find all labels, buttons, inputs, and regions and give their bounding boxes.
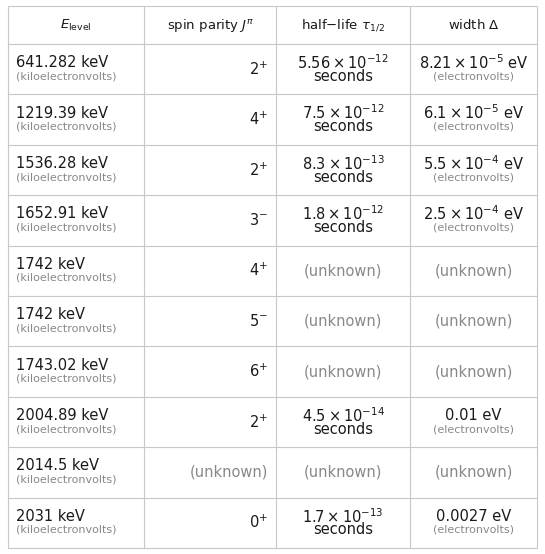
Text: (unknown): (unknown): [434, 465, 513, 480]
Text: seconds: seconds: [313, 522, 373, 537]
Text: 4$^{+}$: 4$^{+}$: [249, 111, 268, 128]
Text: (kiloelectronvolts): (kiloelectronvolts): [16, 273, 117, 283]
Text: $4.5\times10^{-14}$: $4.5\times10^{-14}$: [301, 406, 384, 425]
Text: (electronvolts): (electronvolts): [433, 172, 514, 182]
Text: (unknown): (unknown): [304, 263, 382, 278]
Text: 2$^{+}$: 2$^{+}$: [249, 161, 268, 178]
Text: seconds: seconds: [313, 119, 373, 134]
Text: (kiloelectronvolts): (kiloelectronvolts): [16, 424, 117, 434]
Text: width $\Delta$: width $\Delta$: [447, 18, 499, 32]
Text: 1742 keV: 1742 keV: [16, 257, 85, 272]
Text: (electronvolts): (electronvolts): [433, 121, 514, 132]
Text: $6.1\times10^{-5}$ eV: $6.1\times10^{-5}$ eV: [423, 104, 524, 122]
Text: 2031 keV: 2031 keV: [16, 509, 85, 524]
Text: seconds: seconds: [313, 170, 373, 184]
Text: 0$^{+}$: 0$^{+}$: [249, 514, 268, 531]
Text: $1.7\times10^{-13}$: $1.7\times10^{-13}$: [302, 507, 384, 526]
Text: (kiloelectronvolts): (kiloelectronvolts): [16, 474, 117, 484]
Text: (kiloelectronvolts): (kiloelectronvolts): [16, 172, 117, 182]
Text: 2014.5 keV: 2014.5 keV: [16, 458, 99, 474]
Text: 1743.02 keV: 1743.02 keV: [16, 357, 108, 373]
Text: seconds: seconds: [313, 422, 373, 437]
Text: 5$^{-}$: 5$^{-}$: [249, 313, 268, 329]
Text: (kiloelectronvolts): (kiloelectronvolts): [16, 323, 117, 333]
Text: 1742 keV: 1742 keV: [16, 307, 85, 322]
Text: 2004.89 keV: 2004.89 keV: [16, 408, 108, 423]
Text: $2.5\times10^{-4}$ eV: $2.5\times10^{-4}$ eV: [423, 204, 524, 223]
Text: 2$^{+}$: 2$^{+}$: [249, 60, 268, 78]
Text: 2$^{+}$: 2$^{+}$: [249, 413, 268, 430]
Text: (electronvolts): (electronvolts): [433, 525, 514, 535]
Text: (kiloelectronvolts): (kiloelectronvolts): [16, 121, 117, 132]
Text: (electronvolts): (electronvolts): [433, 424, 514, 434]
Text: 1652.91 keV: 1652.91 keV: [16, 207, 108, 222]
Text: $5.5\times10^{-4}$ eV: $5.5\times10^{-4}$ eV: [423, 154, 524, 173]
Text: seconds: seconds: [313, 69, 373, 84]
Text: 1219.39 keV: 1219.39 keV: [16, 106, 108, 121]
Text: 641.282 keV: 641.282 keV: [16, 55, 108, 70]
Text: (kiloelectronvolts): (kiloelectronvolts): [16, 222, 117, 232]
Text: (unknown): (unknown): [190, 465, 268, 480]
Text: (unknown): (unknown): [434, 314, 513, 329]
Text: spin parity $J^{\pi}$: spin parity $J^{\pi}$: [167, 17, 253, 33]
Text: 0.01 eV: 0.01 eV: [445, 408, 502, 423]
Text: 1536.28 keV: 1536.28 keV: [16, 156, 108, 171]
Text: $8.21\times10^{-5}$ eV: $8.21\times10^{-5}$ eV: [419, 53, 528, 72]
Text: $E_{\mathrm{level}}$: $E_{\mathrm{level}}$: [60, 17, 92, 33]
Text: (unknown): (unknown): [434, 263, 513, 278]
Text: $1.8\times10^{-12}$: $1.8\times10^{-12}$: [302, 204, 384, 223]
Text: (kiloelectronvolts): (kiloelectronvolts): [16, 71, 117, 81]
Text: (kiloelectronvolts): (kiloelectronvolts): [16, 525, 117, 535]
Text: half$\mathsf{-}$life $\tau_{1/2}$: half$\mathsf{-}$life $\tau_{1/2}$: [301, 17, 385, 33]
Text: seconds: seconds: [313, 220, 373, 235]
Text: $7.5\times10^{-12}$: $7.5\times10^{-12}$: [302, 104, 384, 122]
Text: $8.3\times10^{-13}$: $8.3\times10^{-13}$: [301, 154, 384, 173]
Text: (unknown): (unknown): [304, 364, 382, 379]
Text: 3$^{-}$: 3$^{-}$: [249, 212, 268, 228]
Text: (unknown): (unknown): [304, 465, 382, 480]
Text: 0.0027 eV: 0.0027 eV: [436, 509, 511, 524]
Text: 6$^{+}$: 6$^{+}$: [249, 363, 268, 380]
Text: (electronvolts): (electronvolts): [433, 71, 514, 81]
Text: 4$^{+}$: 4$^{+}$: [249, 262, 268, 279]
Text: $5.56\times10^{-12}$: $5.56\times10^{-12}$: [297, 53, 389, 72]
Text: (unknown): (unknown): [434, 364, 513, 379]
Text: (kiloelectronvolts): (kiloelectronvolts): [16, 373, 117, 383]
Text: (unknown): (unknown): [304, 314, 382, 329]
Text: (electronvolts): (electronvolts): [433, 222, 514, 232]
